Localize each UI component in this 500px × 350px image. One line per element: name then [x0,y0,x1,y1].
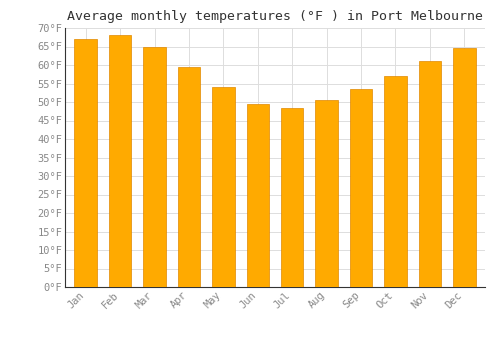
Bar [384,76,406,287]
Bar [453,48,475,287]
Bar [74,39,97,287]
Bar [109,35,132,287]
Bar [178,67,200,287]
Title: Average monthly temperatures (°F ) in Port Melbourne: Average monthly temperatures (°F ) in Po… [67,10,483,23]
Bar [246,104,269,287]
Bar [350,89,372,287]
Bar [281,107,303,287]
Bar [144,47,166,287]
Bar [418,61,441,287]
Bar [212,87,234,287]
Bar [316,100,338,287]
